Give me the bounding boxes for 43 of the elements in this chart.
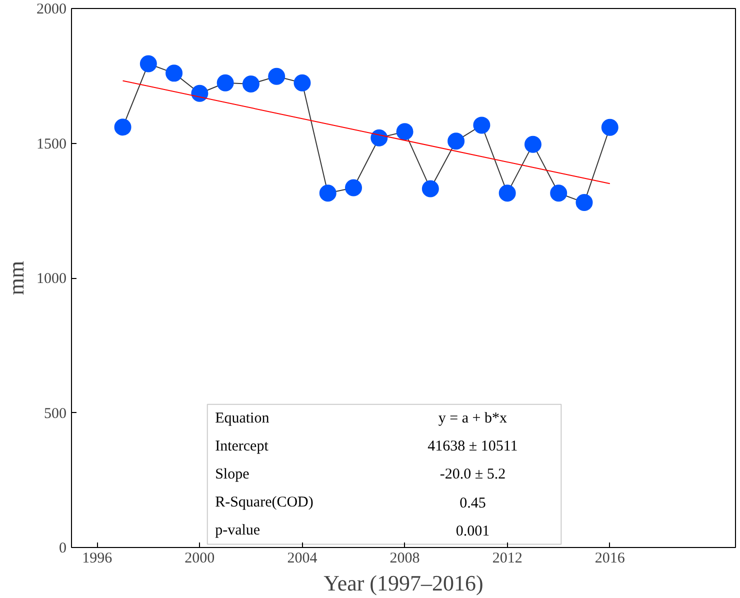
x-tick-label: 2012 bbox=[492, 550, 522, 566]
point bbox=[268, 68, 286, 85]
annotation: 0.45 bbox=[460, 495, 486, 512]
point bbox=[601, 118, 618, 136]
y-tick-label: 1000 bbox=[36, 271, 66, 287]
annotation: 41638 ± 10511 bbox=[428, 438, 518, 454]
point bbox=[396, 123, 414, 140]
x-tick-label: 2016 bbox=[594, 550, 626, 566]
x-tick-label: 1996 bbox=[82, 550, 113, 566]
annotation: Intercept bbox=[215, 438, 270, 454]
x-tick-label: 2008 bbox=[390, 550, 420, 566]
annotation: y = a + b*x bbox=[438, 410, 508, 426]
y-tick-label: 1500 bbox=[36, 136, 66, 152]
point bbox=[448, 132, 465, 150]
annotation: Slope bbox=[215, 466, 250, 482]
point bbox=[524, 136, 542, 153]
point bbox=[422, 180, 439, 198]
y-axis-title: mm bbox=[4, 260, 28, 296]
point bbox=[473, 116, 490, 134]
point bbox=[114, 118, 132, 136]
point bbox=[166, 64, 183, 82]
x-axis-title: Year (1997–2016) bbox=[324, 570, 484, 596]
x-tick-label: 2004 bbox=[287, 550, 318, 566]
point bbox=[319, 184, 336, 202]
point bbox=[550, 184, 568, 202]
point bbox=[140, 55, 157, 72]
y-tick-label: 500 bbox=[44, 406, 66, 422]
y-tick-label: 2000 bbox=[36, 2, 66, 18]
point bbox=[191, 84, 208, 102]
annotation: -20.0 ± 5.2 bbox=[440, 466, 506, 482]
point bbox=[498, 184, 516, 202]
annotation: p-value bbox=[215, 522, 260, 538]
x-tick-label: 2000 bbox=[184, 550, 215, 566]
point bbox=[576, 194, 593, 212]
point bbox=[345, 179, 362, 196]
point bbox=[242, 75, 260, 92]
point bbox=[294, 74, 311, 92]
point bbox=[370, 129, 388, 146]
annotation: 0.001 bbox=[456, 523, 490, 540]
annotation: R-Square(COD) bbox=[215, 494, 314, 510]
y-tick-label: 0 bbox=[59, 540, 66, 556]
point bbox=[216, 74, 234, 92]
annotation: Equation bbox=[215, 410, 270, 426]
